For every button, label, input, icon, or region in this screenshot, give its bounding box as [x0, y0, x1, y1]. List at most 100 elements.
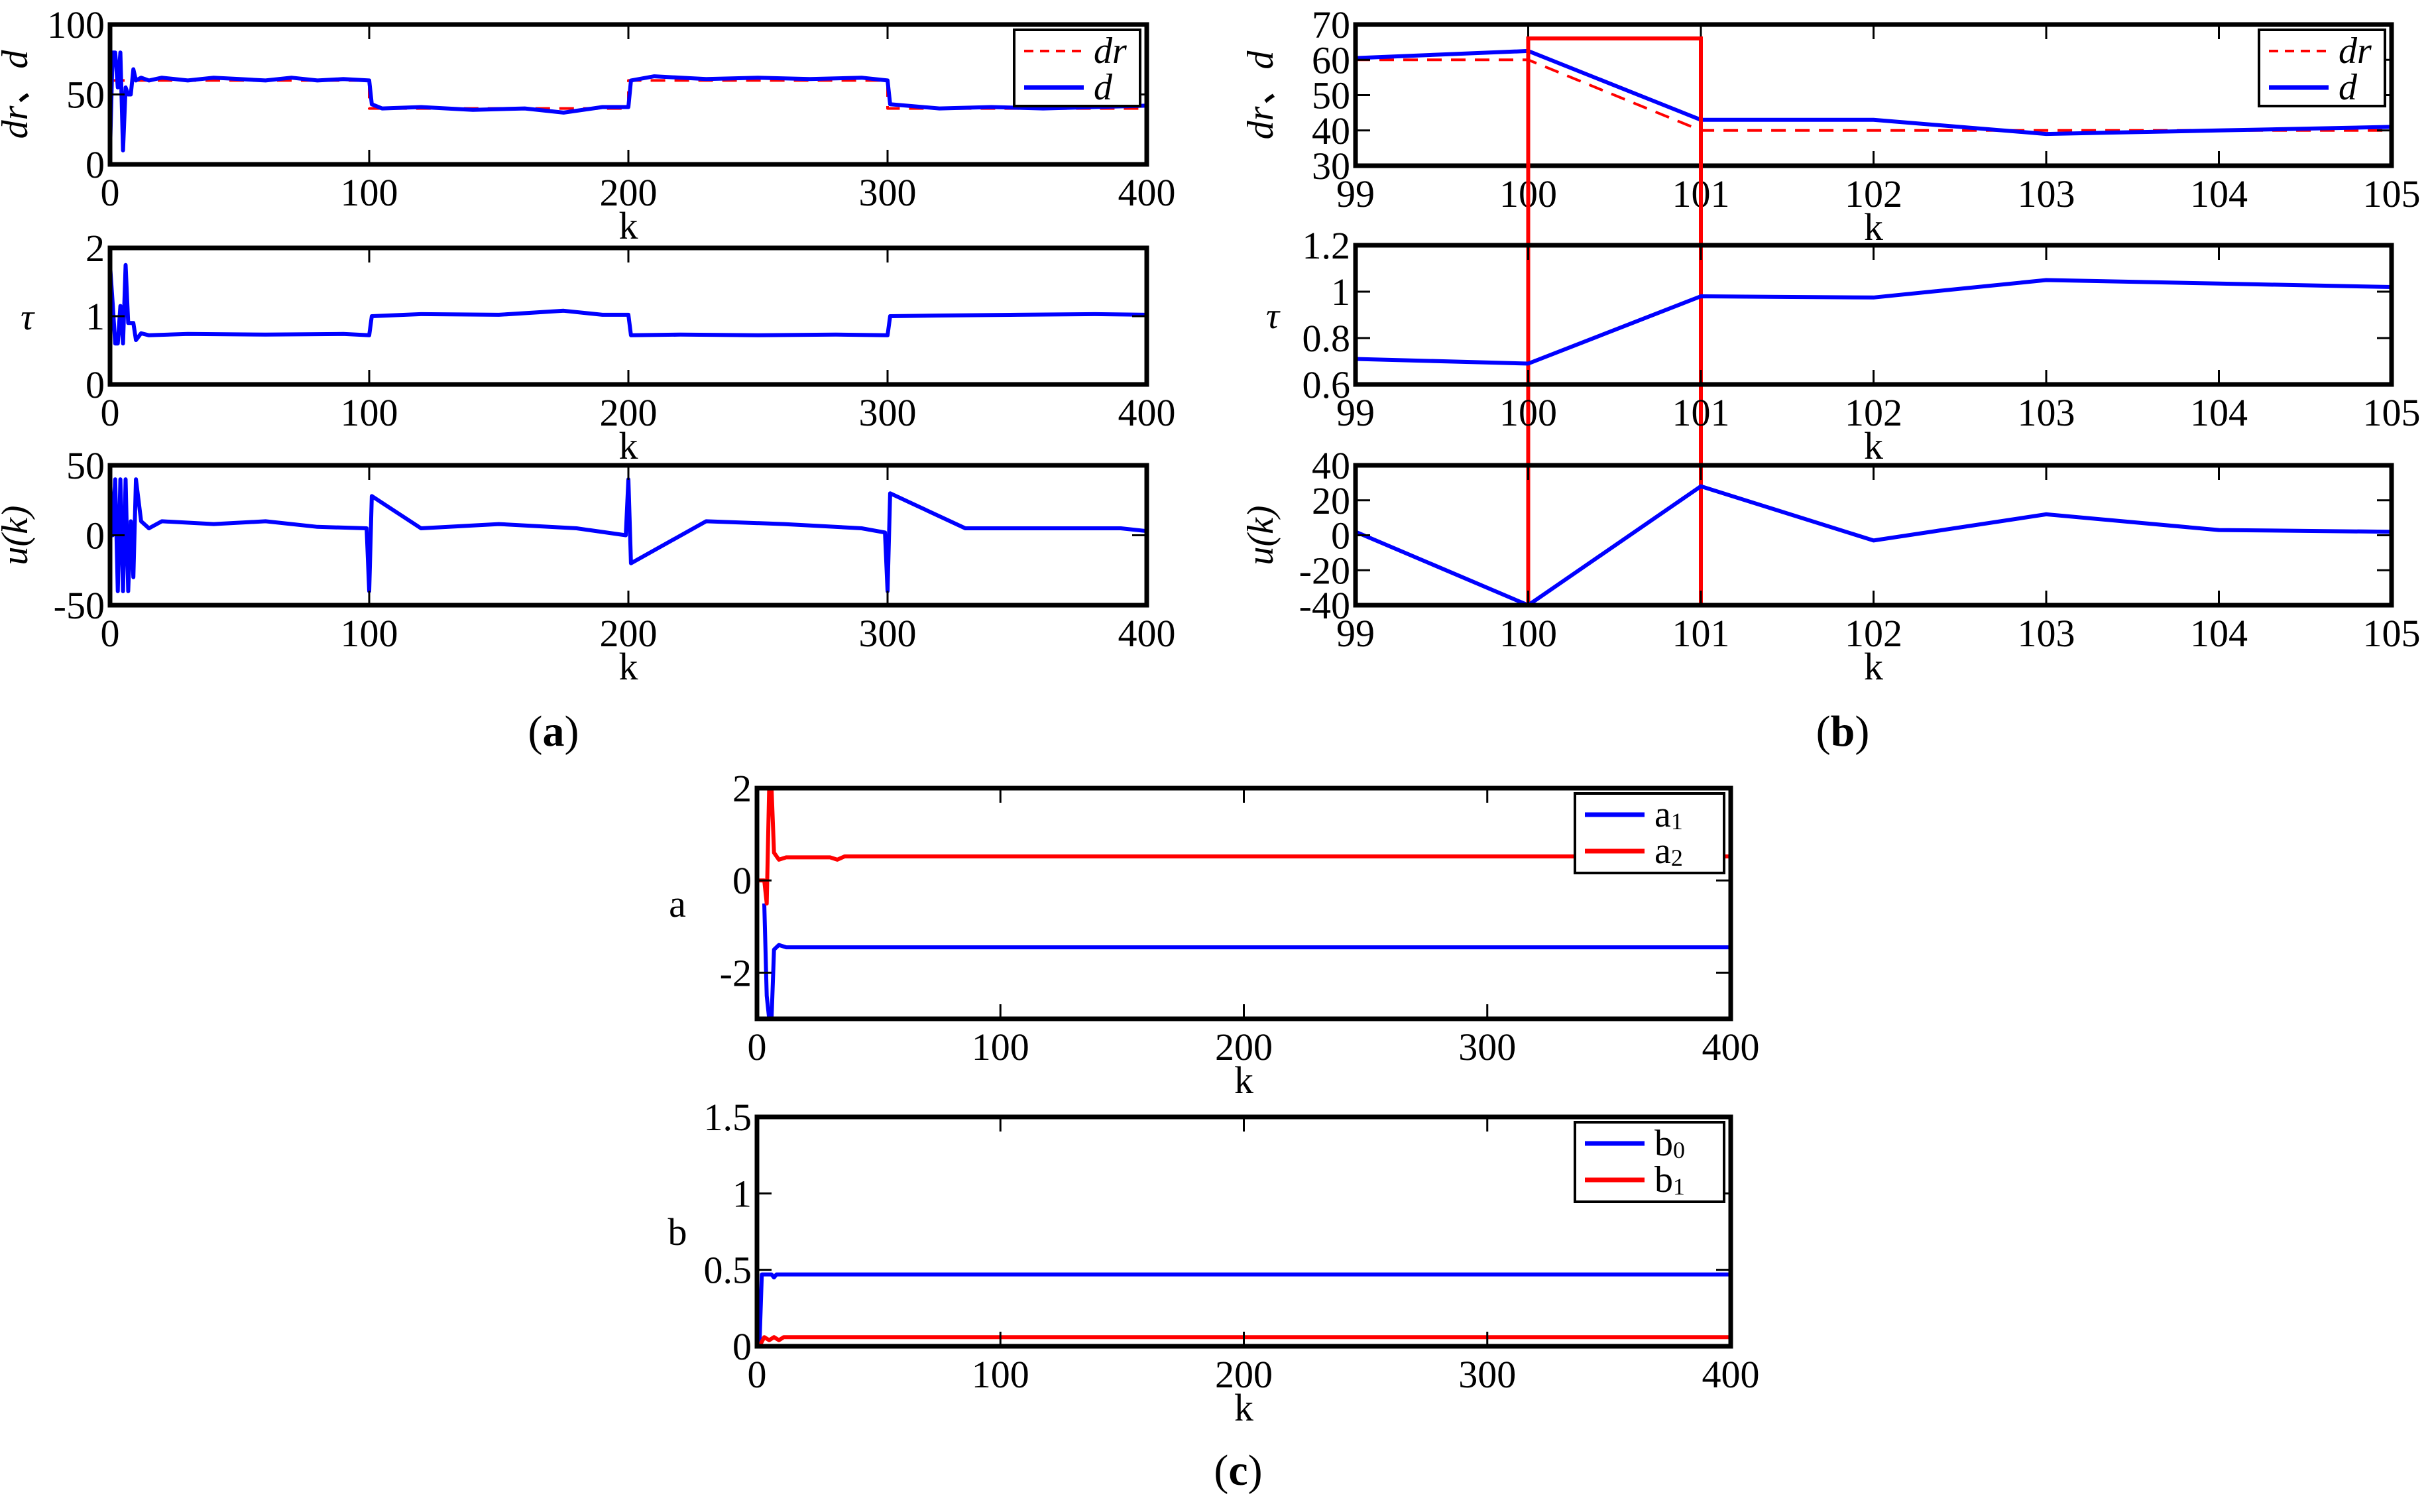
y-axis-label: dr、d — [0, 50, 36, 139]
y-tick-label: -2 — [720, 951, 752, 994]
y-tick-label: 70 — [1312, 3, 1350, 46]
y-tick-label: 1 — [1331, 270, 1350, 314]
x-tick-label: 105 — [2363, 172, 2421, 215]
x-tick-label: 0 — [748, 1025, 767, 1069]
x-tick-label: 400 — [1118, 391, 1176, 434]
x-axis-label: k — [619, 645, 638, 688]
x-tick-label: 101 — [1672, 391, 1730, 434]
y-axis-label: u(k) — [0, 505, 36, 565]
x-axis-label: k — [619, 424, 638, 467]
x-tick-label: 99 — [1336, 391, 1375, 434]
y-axis-label: dr、d — [1240, 50, 1281, 140]
x-tick-label: 100 — [341, 171, 398, 214]
legend: drd — [2258, 29, 2386, 108]
x-tick-label: 104 — [2190, 612, 2248, 655]
panel-label-a: (a) — [528, 707, 579, 756]
x-tick-label: 400 — [1702, 1353, 1760, 1396]
x-tick-label: 300 — [859, 171, 917, 214]
axes-frame — [1353, 22, 2394, 168]
x-tick-label: 300 — [859, 612, 917, 655]
y-tick-label: 1.5 — [704, 1096, 752, 1139]
y-tick-label: -50 — [54, 584, 105, 627]
series--line — [1356, 278, 2392, 366]
panel-label-c: (c) — [1214, 1446, 1262, 1495]
y-tick-label: 0.5 — [704, 1249, 752, 1292]
x-tick-label: 0 — [101, 391, 120, 434]
x-tick-label: 104 — [2190, 172, 2248, 215]
legend-entry: a1 — [1654, 794, 1683, 835]
x-axis-label: k — [1864, 205, 1883, 249]
y-tick-label: 30 — [1312, 145, 1350, 188]
x-tick-label: 105 — [2363, 391, 2421, 434]
x-tick-label: 102 — [1845, 391, 1902, 434]
legend-entry: dr — [2339, 30, 2372, 72]
y-tick-label: 1 — [732, 1172, 752, 1215]
y-tick-label: 0 — [86, 363, 105, 406]
legend-entry: d — [2339, 67, 2358, 108]
x-axis-label: k — [619, 204, 638, 247]
x-tick-label: 102 — [1845, 172, 1902, 215]
x-axis-label: k — [1234, 1059, 1253, 1102]
y-tick-label: 0 — [86, 143, 105, 186]
y-tick-label: 50 — [66, 74, 105, 117]
y-tick-label: 0 — [732, 1325, 752, 1368]
y-tick-label: -20 — [1299, 549, 1350, 592]
x-tick-label: 104 — [2190, 391, 2248, 434]
y-tick-label: 2 — [732, 767, 752, 810]
y-axis-label: a — [669, 882, 686, 925]
x-tick-label: 200 — [1215, 1353, 1273, 1396]
x-tick-label: 300 — [1458, 1025, 1516, 1069]
legend: drd — [1013, 29, 1141, 108]
legend-entry: d — [1094, 67, 1113, 108]
x-tick-label: 100 — [341, 391, 398, 434]
axes-frame — [1353, 463, 2394, 608]
series-d-line — [1356, 48, 2392, 137]
y-axis-label: τ — [1266, 296, 1281, 337]
x-tick-label: 400 — [1118, 612, 1176, 655]
x-tick-label: 400 — [1702, 1025, 1760, 1069]
y-axis-label: u(k) — [1240, 505, 1281, 565]
chart-a2: 0 100 200 300 400 0 1 2 k τ — [21, 227, 1176, 467]
y-tick-label: 0 — [86, 514, 105, 557]
series-a1-line — [762, 903, 1731, 1021]
x-tick-label: 100 — [341, 612, 398, 655]
x-tick-label: 400 — [1118, 171, 1176, 214]
x-tick-label: 300 — [1458, 1353, 1516, 1396]
y-tick-label: 0.6 — [1303, 363, 1351, 406]
legend-entry: dr — [1094, 30, 1127, 72]
series-d-line — [110, 50, 1147, 152]
chart-b2: 99 100 101 102 103 104 105 0.60.811.2 k τ — [1266, 224, 2421, 467]
x-axis-label: k — [1864, 645, 1883, 688]
highlight-box — [1526, 36, 1703, 607]
y-tick-label: 50 — [66, 444, 105, 487]
y-axis-label: τ — [21, 297, 35, 338]
x-tick-label: 0 — [748, 1353, 767, 1396]
x-tick-label: 103 — [2018, 172, 2075, 215]
panel-label-b: (b) — [1816, 707, 1870, 756]
series-a2-line — [757, 786, 1731, 905]
x-tick-label: 200 — [600, 171, 658, 214]
y-tick-label: 40 — [1312, 109, 1350, 152]
legend-entry: a2 — [1654, 831, 1683, 872]
x-tick-label: 200 — [600, 391, 658, 434]
x-tick-label: 300 — [859, 391, 917, 434]
x-tick-label: 200 — [1215, 1025, 1273, 1069]
x-tick-label: 103 — [2018, 612, 2075, 655]
x-tick-label: 100 — [972, 1353, 1029, 1396]
series-uk-line — [110, 477, 1147, 593]
x-tick-label: 0 — [101, 612, 120, 655]
x-tick-label: 100 — [1499, 391, 1557, 434]
y-tick-label: 0 — [732, 859, 752, 902]
y-tick-label: 100 — [47, 3, 105, 46]
chart-a1: 0 100 200 300 400 0 50 100 k dr、d drd — [0, 3, 1176, 247]
x-tick-label: 103 — [2018, 391, 2075, 434]
y-tick-label: 2 — [86, 227, 105, 270]
y-tick-label: 1 — [86, 295, 105, 338]
